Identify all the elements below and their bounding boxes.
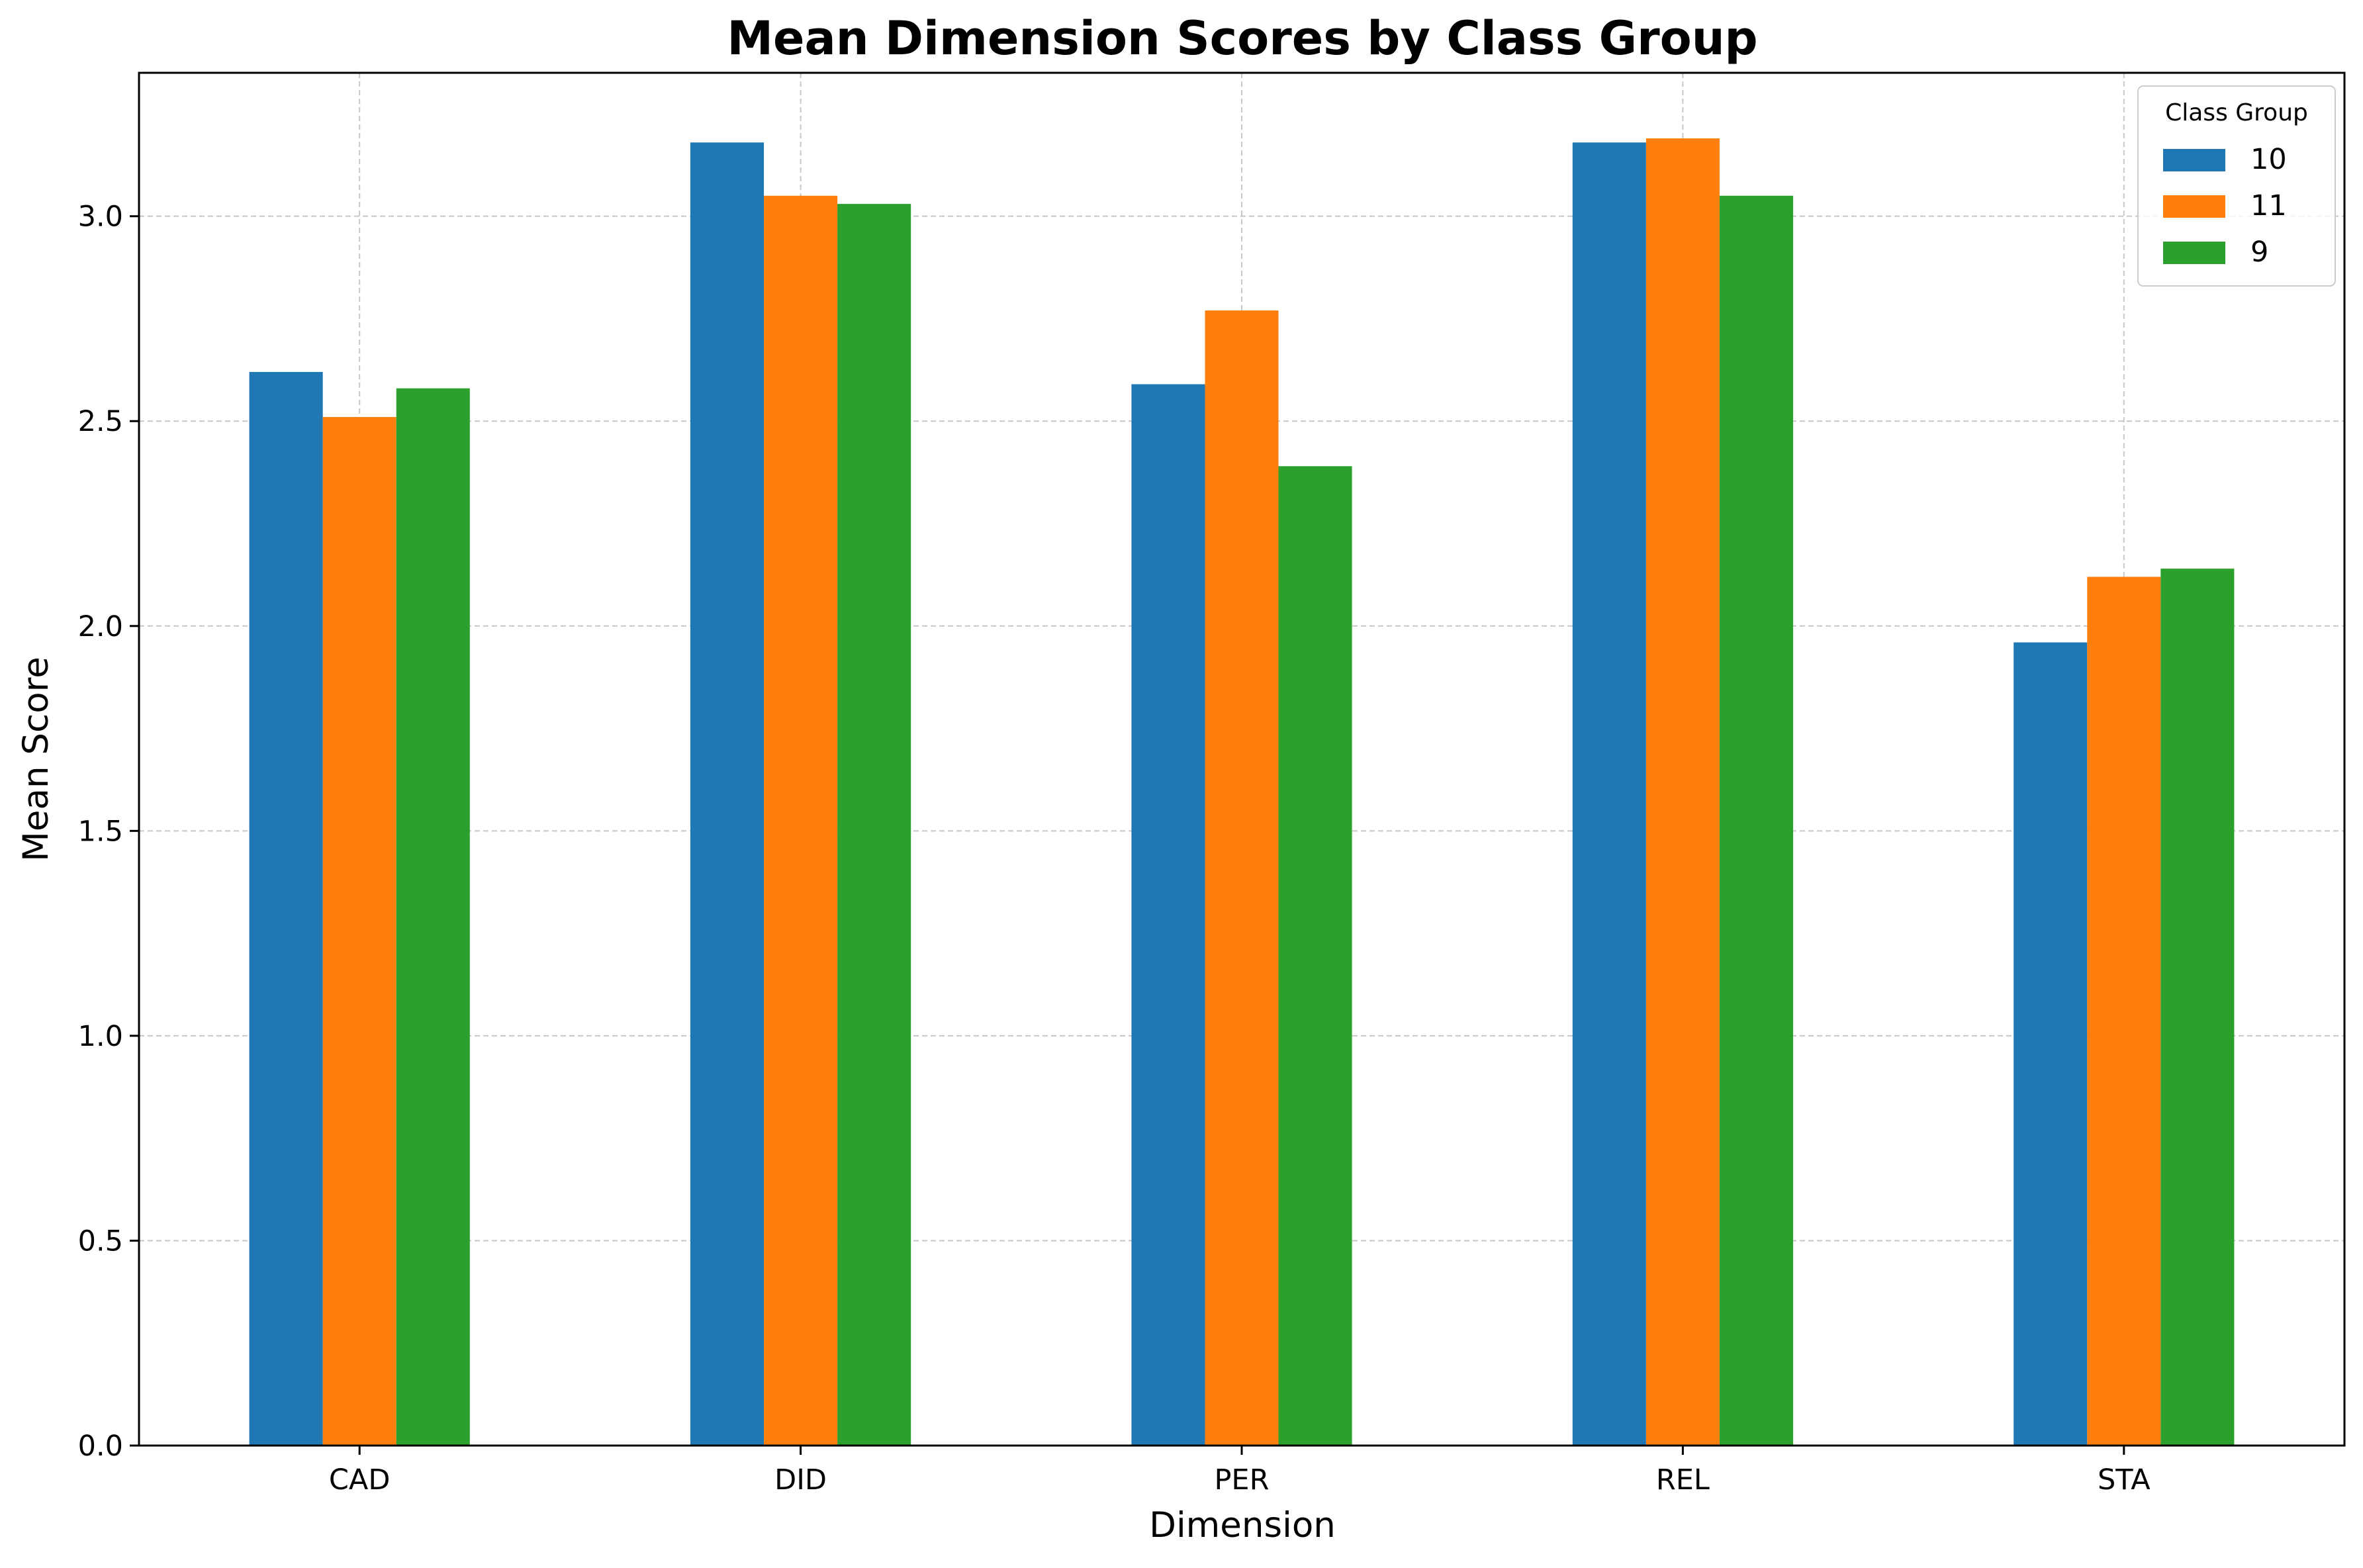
bar-did-group-11 xyxy=(764,195,838,1446)
y-axis-label: Mean Score xyxy=(16,657,56,862)
y-tick-label: 2.0 xyxy=(78,610,123,643)
y-tick-label: 0.5 xyxy=(78,1224,123,1258)
legend-label-9: 9 xyxy=(2250,236,2268,269)
legend-box xyxy=(2137,85,2336,287)
legend-label-10: 10 xyxy=(2250,143,2287,176)
x-tick-label-sta: STA xyxy=(2098,1463,2151,1497)
legend-swatch-10 xyxy=(2163,149,2225,171)
bar-per-group-10 xyxy=(1131,384,1205,1446)
bar-sta-group-9 xyxy=(2160,569,2235,1446)
legend-title: Class Group xyxy=(2165,99,2308,126)
legend-swatch-9 xyxy=(2163,242,2225,264)
bar-rel-group-9 xyxy=(1719,195,1793,1446)
bar-rel-group-11 xyxy=(1645,138,1720,1446)
y-tick-label: 0.0 xyxy=(78,1430,123,1463)
bar-cad-group-9 xyxy=(396,388,470,1446)
chart-title: Mean Dimension Scores by Class Group xyxy=(727,11,1757,66)
bar-sta-group-11 xyxy=(2087,576,2161,1446)
y-tick-label: 3.0 xyxy=(78,201,123,234)
legend-swatch-11 xyxy=(2163,195,2225,218)
bar-sta-group-10 xyxy=(2014,642,2088,1446)
bar-did-group-9 xyxy=(837,204,911,1446)
bar-cad-group-11 xyxy=(322,417,396,1446)
x-tick-label-per: PER xyxy=(1215,1463,1270,1497)
x-tick-label-cad: CAD xyxy=(329,1463,391,1497)
y-tick-label: 2.5 xyxy=(78,405,123,438)
legend: Class Group 10 11 9 xyxy=(2137,85,2336,287)
x-axis-ticks: CAD DID PER REL STA xyxy=(329,1446,2151,1497)
y-tick-label: 1.0 xyxy=(78,1020,123,1053)
bar-rel-group-10 xyxy=(1572,142,1646,1446)
legend-label-11: 11 xyxy=(2250,189,2287,222)
x-axis-label: Dimension xyxy=(1149,1505,1336,1545)
bar-did-group-10 xyxy=(690,142,764,1446)
y-tick-label: 1.5 xyxy=(78,815,123,848)
bar-cad-group-10 xyxy=(249,371,323,1446)
x-tick-label-rel: REL xyxy=(1656,1463,1710,1497)
bar-per-group-11 xyxy=(1205,310,1279,1446)
y-axis-ticks: 0.0 0.5 1.0 1.5 2.0 2.5 3.0 xyxy=(78,201,139,1463)
bar-per-group-9 xyxy=(1278,466,1352,1446)
x-tick-label-did: DID xyxy=(774,1463,827,1497)
bars xyxy=(249,138,2235,1446)
